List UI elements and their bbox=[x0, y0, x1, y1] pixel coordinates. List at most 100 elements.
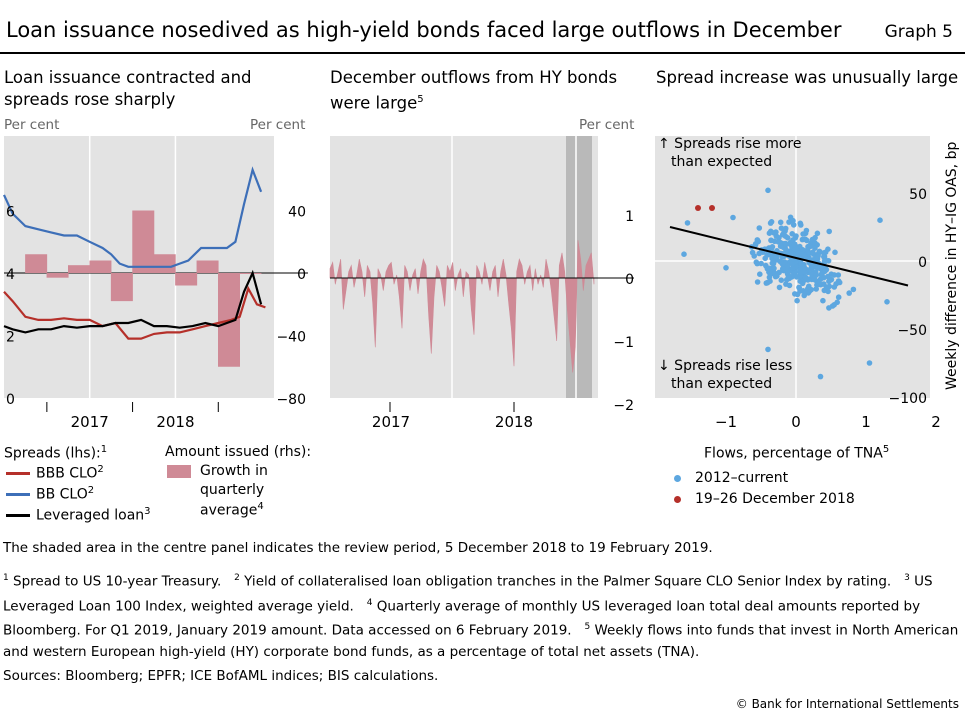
scatter-point bbox=[835, 294, 842, 301]
scatter-point bbox=[799, 251, 805, 257]
scatter-point bbox=[768, 228, 774, 235]
fn2-sup: 2 bbox=[234, 573, 240, 583]
scatter-point bbox=[786, 282, 793, 289]
footnote-2: Yield of collateralised loan obligation … bbox=[244, 573, 892, 590]
scatter-point bbox=[779, 266, 786, 272]
scatter-point bbox=[821, 274, 827, 281]
left-bar bbox=[153, 254, 176, 273]
scatter-point bbox=[822, 268, 828, 275]
scatter-point bbox=[776, 284, 783, 291]
legend-scatter-a-text: 2012–current bbox=[695, 470, 789, 486]
left-line-leveraged-loan bbox=[3, 269, 263, 334]
scatter-point bbox=[813, 286, 819, 292]
scatter-point bbox=[820, 297, 826, 304]
footnote-1: Spread to US 10-year Treasury. bbox=[13, 573, 222, 590]
annot-bot-line2: than expected bbox=[671, 376, 773, 392]
middle-panel-title-2-text: were large bbox=[330, 93, 418, 113]
legend-lev-swatch bbox=[6, 514, 30, 518]
middle-unit-rhs: Per cent bbox=[579, 117, 635, 133]
scatter-point bbox=[850, 286, 857, 293]
scatter-point bbox=[804, 287, 811, 294]
scatter-point bbox=[778, 277, 785, 284]
left-bar bbox=[25, 254, 48, 273]
middle-ytick: −1 bbox=[613, 335, 634, 351]
left-bar bbox=[89, 260, 112, 273]
scatter-point bbox=[866, 360, 873, 366]
scatter-point bbox=[798, 222, 804, 228]
scatter-point bbox=[775, 239, 781, 245]
annot-top-line1: ↑ Spreads rise more bbox=[658, 136, 802, 152]
scatter-point bbox=[749, 249, 756, 256]
legend-bbb: BBB CLO2 bbox=[6, 464, 104, 482]
scatter-point bbox=[765, 346, 771, 353]
legend-scatter-b-text: 19–26 December 2018 bbox=[695, 491, 855, 507]
scatter-point bbox=[769, 260, 776, 267]
scatter-point bbox=[826, 228, 832, 235]
left-bar bbox=[239, 273, 262, 274]
scatter-point bbox=[798, 260, 805, 267]
left-ytick-rhs: 40 bbox=[288, 205, 306, 221]
copyright: © Bank for International Settlements bbox=[735, 697, 959, 711]
scatter-point bbox=[884, 299, 890, 305]
scatter-point bbox=[789, 265, 796, 272]
scatter-point bbox=[803, 227, 810, 234]
right-ytick: 50 bbox=[909, 187, 927, 203]
scatter-point bbox=[831, 272, 837, 278]
legend-bb-sup: 2 bbox=[87, 485, 95, 496]
right-ytick: 0 bbox=[918, 255, 927, 271]
left-ytick-rhs: −80 bbox=[276, 392, 306, 408]
scatter-point bbox=[877, 217, 883, 223]
left-ytick-lhs: 6 bbox=[6, 205, 15, 221]
left-bar bbox=[46, 273, 69, 278]
left-unit-rhs: Per cent bbox=[250, 117, 306, 133]
scatter-point bbox=[814, 230, 821, 237]
right-fit-line bbox=[669, 226, 909, 287]
scatter-point bbox=[757, 271, 763, 278]
left-ytick-rhs: −40 bbox=[276, 330, 306, 346]
middle-panel-title-sup: 5 bbox=[417, 94, 424, 105]
legend-amount-header: Amount issued (rhs): bbox=[165, 444, 312, 460]
scatter-point bbox=[723, 265, 729, 271]
legend-bb: BB CLO2 bbox=[6, 485, 94, 503]
left-line-bbb-clo bbox=[3, 285, 266, 340]
footnotes: 1 Spread to US 10-year Treasury. 2 Yield… bbox=[3, 568, 961, 663]
annot-top-line2: than expected bbox=[671, 154, 773, 170]
legend-spreads-header: Spreads (lhs):1 bbox=[4, 444, 107, 462]
scatter-point bbox=[684, 220, 691, 226]
scatter-point bbox=[773, 229, 779, 235]
scatter-point-dec2018 bbox=[695, 204, 701, 211]
middle-ytick: −2 bbox=[613, 398, 634, 414]
scatter-point bbox=[823, 284, 830, 291]
scatter-point bbox=[812, 240, 818, 246]
left-panel-title-2: spreads rose sharply bbox=[4, 90, 176, 109]
scatter-point bbox=[766, 245, 772, 251]
scatter-point bbox=[782, 228, 788, 234]
right-panel-title: Spread increase was unusually large bbox=[656, 68, 959, 87]
scatter-point bbox=[825, 288, 831, 295]
scatter-point bbox=[767, 271, 774, 277]
scatter-point bbox=[792, 235, 799, 241]
left-xtick-2017: 2017 bbox=[71, 413, 109, 431]
scatter-point bbox=[803, 237, 810, 244]
page-title: Loan issuance nosedived as high-yield bo… bbox=[6, 18, 842, 42]
right-xlabel-sup: 5 bbox=[882, 444, 890, 455]
left-ytick-lhs: 4 bbox=[6, 267, 15, 283]
scatter-point bbox=[794, 297, 800, 304]
scatter-point bbox=[789, 261, 796, 267]
scatter-point-dec2018 bbox=[709, 204, 715, 211]
middle-panel-title-2: were large5 bbox=[330, 90, 424, 114]
scatter-point bbox=[813, 272, 820, 278]
scatter-point bbox=[756, 225, 763, 231]
right-xtick: −1 bbox=[715, 413, 737, 431]
scatter-point bbox=[754, 260, 760, 267]
right-xlabel: Flows, percentage of TNA5 bbox=[704, 444, 889, 462]
right-ytick: −50 bbox=[897, 323, 927, 339]
scatter-point bbox=[765, 187, 771, 194]
scatter-point bbox=[754, 279, 761, 285]
scatter-point bbox=[786, 275, 793, 282]
title-rule bbox=[0, 52, 965, 54]
legend-spreads-header-sup: 1 bbox=[100, 444, 108, 455]
scatter-point bbox=[816, 248, 823, 255]
scatter-point bbox=[754, 237, 761, 243]
footnote-3: US Leveraged Loan 100 Index, weighted av… bbox=[3, 573, 933, 615]
